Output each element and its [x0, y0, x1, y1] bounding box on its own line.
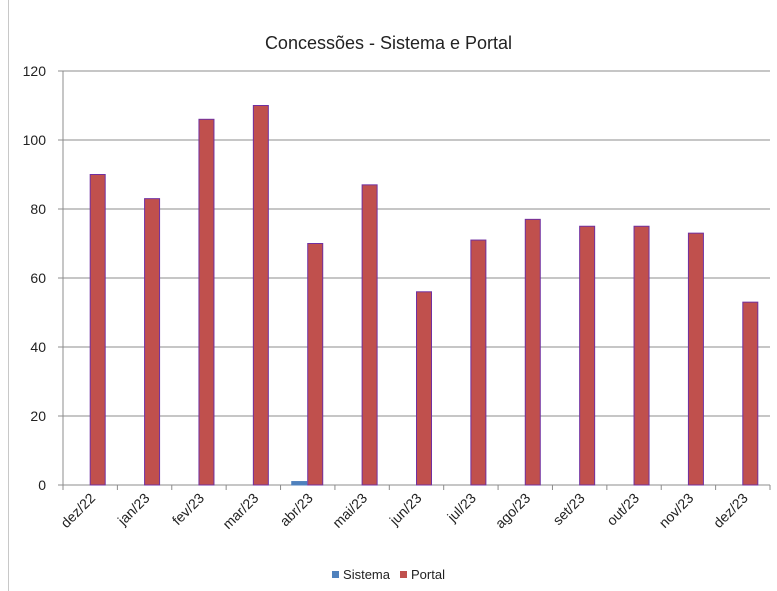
y-tick-label: 100 — [23, 132, 47, 148]
x-tick-label: jan/23 — [114, 490, 153, 529]
legend-item-sistema: Sistema — [332, 567, 390, 582]
legend-swatch-portal — [400, 571, 407, 578]
bar-portal-mar-23 — [252, 105, 269, 486]
x-tick-label: mar/23 — [219, 490, 261, 532]
legend-swatch-sistema — [332, 571, 340, 578]
bar-portal-jun-23 — [416, 291, 432, 486]
bar-portal-dez-23 — [742, 301, 759, 486]
x-tick-label: dez/22 — [57, 490, 98, 531]
legend-label-sistema: Sistema — [343, 567, 390, 582]
y-tick-label: 0 — [38, 477, 46, 493]
bar-portal-mai-23 — [361, 184, 378, 486]
y-tick-label: 40 — [30, 339, 46, 355]
x-tick-label: set/23 — [549, 490, 587, 528]
bar-portal-nov-23 — [687, 232, 704, 486]
bar-portal-fev-23 — [198, 118, 215, 486]
bar-sistema-abr-23 — [291, 481, 308, 486]
bar-portal-abr-23 — [307, 243, 324, 486]
bar-portal-out-23 — [633, 225, 650, 486]
x-tick-label: jun/23 — [386, 490, 425, 529]
x-tick-label: dez/23 — [710, 490, 751, 531]
chart-title: Concessões - Sistema e Portal — [264, 33, 513, 53]
y-tick-label: 20 — [30, 408, 46, 424]
x-tick-label: nov/23 — [655, 490, 696, 531]
bar-portal-jan-23 — [144, 198, 161, 486]
chart-border — [8, 0, 9, 591]
legend: Sistema Portal — [0, 567, 777, 582]
x-tick-label: mai/23 — [329, 490, 370, 531]
legend-item-portal: Portal — [400, 567, 445, 582]
bar-portal-set-23 — [579, 225, 596, 486]
bar-portal-ago-23 — [524, 218, 541, 486]
x-tick-label: out/23 — [603, 490, 642, 529]
bar-portal-dez-22 — [89, 174, 106, 486]
bar-portal-jul-23 — [470, 239, 487, 486]
x-tick-label: abr/23 — [276, 490, 316, 530]
y-tick-label: 120 — [23, 63, 47, 79]
x-tick-label: jul/23 — [443, 490, 479, 526]
y-tick-label: 60 — [30, 270, 46, 286]
x-tick-label: fev/23 — [169, 490, 207, 528]
x-tick-label: ago/23 — [492, 490, 534, 532]
legend-label-portal: Portal — [411, 567, 445, 582]
y-tick-label: 80 — [30, 201, 46, 217]
